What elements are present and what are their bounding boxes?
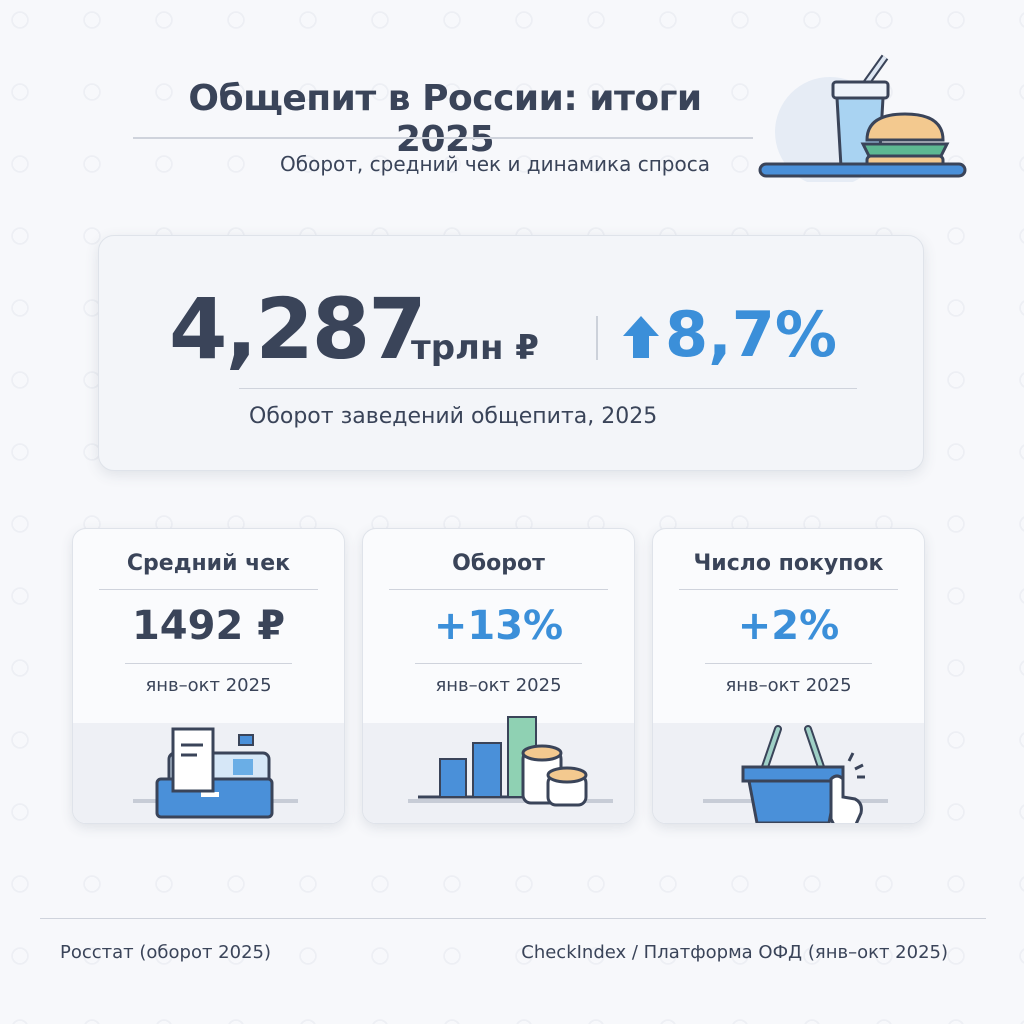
divider	[239, 388, 857, 389]
source-left: Росстат (оборот 2025)	[60, 942, 272, 963]
card-period: янв–окт 2025	[145, 675, 272, 696]
divider	[596, 316, 598, 360]
average-check-card: Средний чек 1492 ₽ янв–окт 2025	[72, 528, 345, 824]
card-value: 1492 ₽	[131, 603, 286, 649]
turnover-unit: трлн ₽	[411, 328, 539, 368]
turnover-change: 8,7%	[665, 298, 837, 371]
turnover-card: Оборот +13% янв–окт 2025	[362, 528, 635, 824]
card-title: Число покупок	[693, 551, 884, 576]
fast-food-tray-icon	[758, 54, 967, 182]
card-value: +13%	[433, 603, 564, 649]
card-title: Средний чек	[126, 551, 291, 576]
arrow-up-icon	[623, 316, 659, 358]
shopping-basket-click-icon	[703, 725, 888, 823]
card-value: +2%	[737, 603, 840, 649]
card-title: Оборот	[452, 551, 545, 576]
turnover-value: 4,287	[169, 280, 427, 378]
divider	[133, 137, 753, 139]
footer-divider	[40, 918, 986, 919]
card-period: янв–окт 2025	[725, 675, 852, 696]
bar-chart-coins-icon	[408, 716, 613, 807]
cash-register-icon	[133, 727, 298, 819]
turnover-hero-card: 4,287 трлн ₽ 8,7% Оборот заведений общеп…	[98, 235, 924, 471]
page-subtitle: Оборот, средний чек и динамика спроса	[280, 152, 710, 176]
card-period: янв–окт 2025	[435, 675, 562, 696]
source-right: CheckIndex / Платформа ОФД (янв–окт 2025…	[521, 942, 948, 963]
purchases-count-card: Число покупок +2% янв–окт 2025	[652, 528, 925, 824]
page-title: Общепит в России: итоги 2025	[188, 78, 702, 160]
turnover-caption: Оборот заведений общепита, 2025	[249, 404, 658, 429]
